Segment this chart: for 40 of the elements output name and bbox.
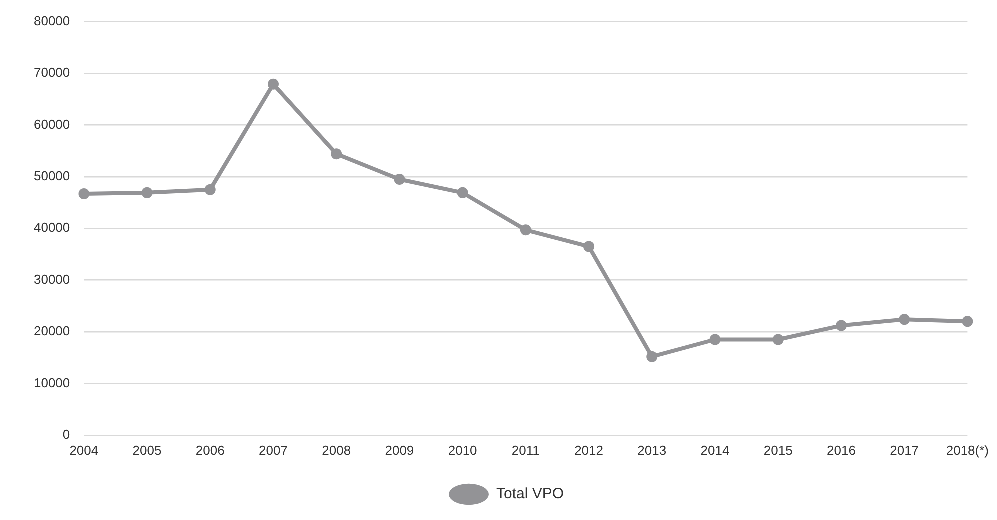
x-tick-label: 2013 — [638, 442, 667, 458]
point — [457, 187, 468, 198]
point — [772, 334, 784, 346]
point — [142, 187, 153, 198]
x-tick-label: 2007 — [259, 442, 288, 458]
point — [584, 241, 595, 252]
x-tick-label: 2005 — [132, 442, 162, 458]
x-tick-label: 2004 — [70, 442, 99, 458]
point — [899, 314, 910, 326]
y-tick-label: 20000 — [34, 324, 70, 339]
legend-label: Total VPO — [496, 486, 564, 503]
y-tick-label: 60000 — [34, 116, 70, 132]
x-tick-label: 2016 — [827, 442, 856, 458]
x-tick-label: 2018(*) — [946, 442, 989, 458]
x-tick-label: 2009 — [385, 442, 414, 458]
x-tick-label: 2014 — [700, 442, 730, 458]
x-tick-label: 2015 — [764, 442, 793, 458]
point — [962, 316, 974, 328]
point — [836, 320, 847, 332]
x-tick-label: 2017 — [890, 442, 920, 458]
x-tick-label: 2006 — [196, 442, 225, 458]
point — [394, 174, 406, 185]
point — [204, 184, 216, 196]
x-tick-label: 2008 — [322, 442, 352, 458]
point — [520, 224, 532, 236]
y-tick-label: 0 — [62, 426, 70, 442]
y-tick-label: 10000 — [34, 375, 70, 390]
x-tick-label: 2010 — [448, 442, 478, 458]
y-tick-label: 30000 — [34, 272, 70, 287]
x-tick-label: 2011 — [512, 442, 540, 458]
point — [78, 188, 90, 200]
point — [268, 78, 279, 90]
point — [646, 351, 658, 362]
y-tick-label: 40000 — [34, 220, 70, 236]
point — [331, 148, 342, 160]
y-tick-label: 80000 — [34, 13, 70, 28]
y-tick-label: 70000 — [34, 65, 70, 80]
x-tick-label: 2012 — [574, 442, 604, 458]
y-tick-label: 50000 — [34, 168, 70, 184]
point — [710, 334, 721, 346]
